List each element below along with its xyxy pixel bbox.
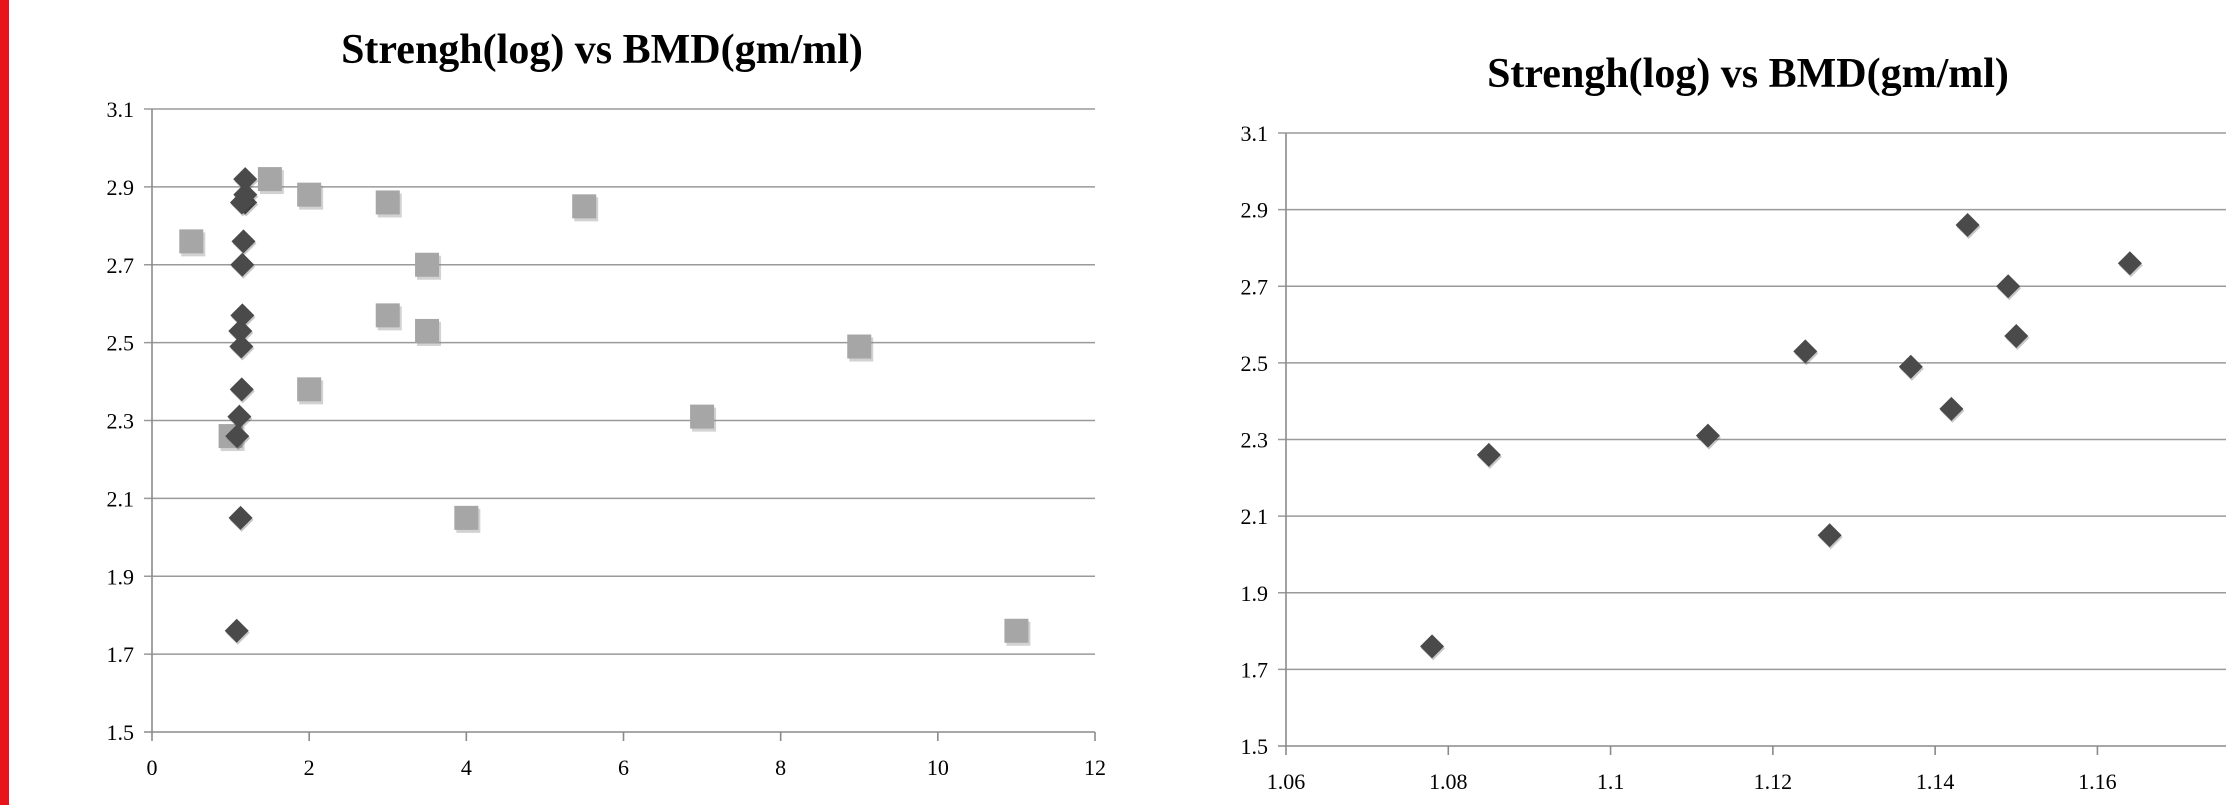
chart-left-x-tick-label: 0 <box>147 755 158 780</box>
chart-right-title: Strengh(log) vs BMD(gm/ml) <box>1487 51 2009 97</box>
chart-left-diamond-marker <box>227 404 252 429</box>
chart-left-square-marker <box>179 229 204 254</box>
chart-left-diamond-marker <box>228 505 253 530</box>
chart-left-square-marker <box>1004 618 1029 643</box>
chart-right-diamond-marker <box>1996 274 2021 299</box>
chart-right-y-tick-label: 2.3 <box>1241 428 1269 453</box>
chart-right-diamond-marker <box>1420 634 1445 659</box>
chart-left-diamond-marker <box>230 252 255 277</box>
chart-right-x-tick-label: 1.14 <box>1916 769 1955 794</box>
chart-left-y-tick-label: 3.1 <box>107 97 135 122</box>
chart-left-x-tick-label: 4 <box>461 755 472 780</box>
chart-right-x-tick-label: 1.1 <box>1597 769 1625 794</box>
chart-left-diamond-marker <box>225 424 250 449</box>
chart-left-y-tick-label: 2.5 <box>107 331 135 356</box>
chart-left-y-tick-label: 2.1 <box>107 486 135 511</box>
chart-left-y-tick-label: 1.9 <box>107 564 135 589</box>
chart-left-x-tick-label: 2 <box>304 755 315 780</box>
chart-left-y-tick-label: 1.5 <box>107 720 135 745</box>
chart-left-square-marker <box>257 167 282 192</box>
chart-left-x-tick-label: 12 <box>1084 755 1106 780</box>
chart-right-y-tick-label: 1.7 <box>1241 657 1269 682</box>
chart-left-square-marker <box>297 182 322 207</box>
chart-right-diamond-marker <box>1939 396 1964 421</box>
chart-left-diamond-marker <box>229 377 254 402</box>
chart-right-y-tick-label: 1.9 <box>1241 581 1269 606</box>
chart-left-diamond-marker <box>229 190 254 215</box>
chart-left-x-tick-label: 8 <box>775 755 786 780</box>
chart-left-diamond-marker <box>233 167 258 192</box>
chart-right-diamond-marker <box>2117 251 2142 276</box>
chart-right-diamond-marker <box>1955 212 1980 237</box>
chart-left-y-tick-label: 2.9 <box>107 175 135 200</box>
chart-left-diamond-marker <box>230 303 255 328</box>
chart-left-x-tick-label: 10 <box>927 755 949 780</box>
chart-right-diamond-marker <box>1817 523 1842 548</box>
chart-right-x-tick-label: 1.08 <box>1429 769 1468 794</box>
chart-right-y-tick-label: 3.1 <box>1241 121 1269 146</box>
chart-right-y-tick-label: 2.1 <box>1241 504 1269 529</box>
chart-right-x-tick-label: 1.06 <box>1267 769 1306 794</box>
chart-right-y-tick-label: 1.5 <box>1241 734 1269 759</box>
chart-left-square-marker <box>415 252 440 277</box>
chart-right-x-tick-label: 1.12 <box>1754 769 1793 794</box>
chart-right-diamond-marker <box>2004 324 2029 349</box>
chart-left-square-marker <box>454 505 479 530</box>
chart-left-square-marker <box>375 190 400 215</box>
chart-left-square-marker <box>847 334 872 359</box>
chart-left-y-tick-label: 2.3 <box>107 409 135 434</box>
chart-left-square-marker <box>375 303 400 328</box>
chart-left-diamond-marker <box>231 229 256 254</box>
chart-right-y-tick-label: 2.5 <box>1241 351 1269 376</box>
chart-left-y-tick-label: 2.7 <box>107 253 135 278</box>
chart-left: Strengh(log) vs BMD(gm/ml) 1.5 1.7 1.9 2.1 2… <box>107 27 1107 780</box>
chart-right-y-tick-label: 2.7 <box>1241 274 1269 299</box>
chart-left-diamond-marker <box>229 334 254 359</box>
chart-left-diamond-marker <box>228 318 253 343</box>
chart-left-diamond-marker <box>224 618 249 643</box>
chart-right-diamond-marker <box>1695 423 1720 448</box>
chart-left-square-marker <box>572 194 597 219</box>
chart-left-square-marker <box>690 404 715 429</box>
chart-right-diamond-marker <box>1793 339 1818 364</box>
chart-left-title: Strengh(log) vs BMD(gm/ml) <box>341 27 863 73</box>
chart-left-x-tick-label: 6 <box>618 755 629 780</box>
chart-right-diamond-marker <box>1476 442 1501 467</box>
chart-right-diamond-marker <box>1898 354 1923 379</box>
chart-left-y-tick-label: 1.7 <box>107 642 135 667</box>
chart-right-x-tick-label: 1.16 <box>2078 769 2117 794</box>
chart-left-square-marker <box>415 318 440 343</box>
chart-left-square-marker <box>297 377 322 402</box>
chart-right-y-tick-label: 2.9 <box>1241 198 1269 223</box>
chart-right: Strengh(log) vs BMD(gm/ml) 1.5 1.7 1.9 2.1 2… <box>1241 51 2226 794</box>
slide-accent-bar <box>0 0 9 805</box>
